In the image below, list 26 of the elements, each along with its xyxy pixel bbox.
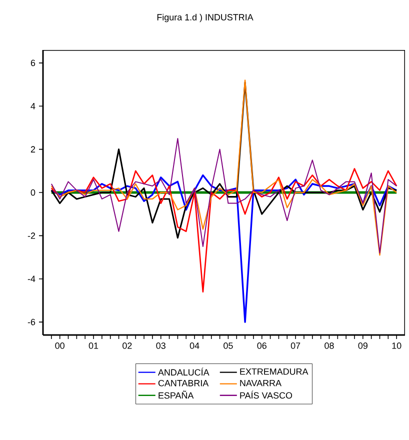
y-tick-label: 4: [30, 103, 36, 110]
x-tick-label: 01: [88, 342, 98, 349]
y-tick-label: 6: [30, 60, 36, 66]
x-tick-label: 02: [122, 342, 132, 349]
legend-label: EXTREMADURA: [240, 368, 308, 375]
x-tick-label: 07: [290, 342, 300, 349]
chart-title: Figura 1.d ) INDUSTRIA: [157, 14, 254, 22]
legend-label: ANDALUCÍA: [158, 368, 210, 376]
legend-label: ESPAÑA: [158, 390, 194, 399]
legend-label: CANTABRIA: [158, 380, 209, 386]
y-tick-label: -2: [28, 232, 36, 239]
x-tick-label: 04: [190, 342, 200, 349]
line-series: [50, 168, 398, 292]
y-tick-label: 2: [30, 146, 36, 152]
x-tick-label: 10: [392, 342, 402, 349]
x-tick-label: 03: [156, 342, 166, 349]
y-tick-label: 0: [30, 189, 36, 196]
y-tick-label: -4: [28, 276, 36, 282]
x-tick-label: 09: [358, 342, 368, 349]
x-tick-label: 08: [324, 342, 334, 349]
y-tick-label: -6: [28, 318, 36, 326]
x-tick-label: 06: [257, 342, 266, 349]
legend-label: NAVARRA: [240, 380, 282, 386]
x-tick-label: 05: [224, 342, 233, 349]
x-tick-label: 00: [55, 342, 64, 349]
legend-label: PAÍS VASCO: [240, 390, 292, 399]
